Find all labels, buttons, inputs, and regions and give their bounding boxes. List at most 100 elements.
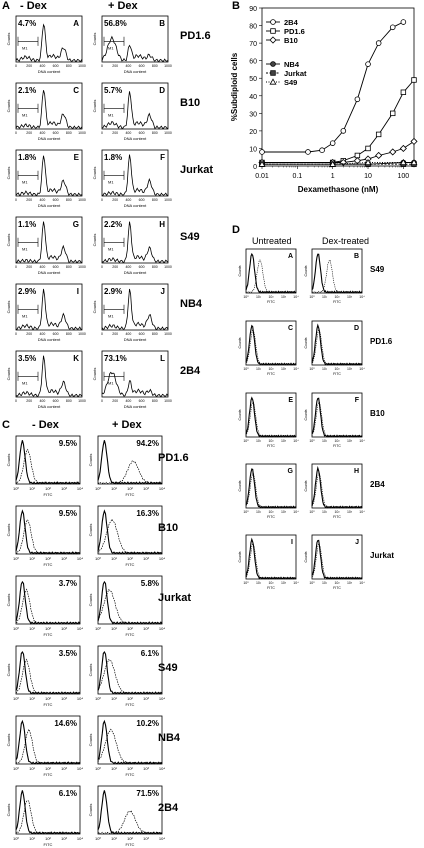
- y-axis-label: Counts: [88, 734, 93, 747]
- y-axis-label: Counts: [88, 804, 93, 817]
- y-axis-label: Counts: [6, 524, 11, 537]
- x-tick-label: 10²: [127, 766, 133, 771]
- annexin-trace: [15, 588, 81, 625]
- subdiploid-percent: 3.5%: [18, 354, 36, 363]
- x-tick-label: 10⁰: [95, 486, 101, 491]
- annexin-trace: [15, 658, 81, 695]
- y-axis-label: Counts: [304, 480, 308, 491]
- x-tick-label: 10⁰: [13, 556, 19, 561]
- fitc-histogram: 14.6% Counts 10⁰ 10¹ 10² 10³ 10⁴ FITC: [6, 715, 83, 777]
- cell-line-label: 2B4: [158, 802, 179, 814]
- panel-d-header-untreated: Untreated: [252, 236, 292, 246]
- annexin-percent: 6.1%: [59, 789, 77, 798]
- plot-frame: [101, 149, 169, 197]
- x-axis-label: FITC: [126, 632, 135, 637]
- x-axis-label: DNA content: [124, 270, 147, 275]
- annexin-percent: 10.2%: [136, 719, 159, 728]
- annexin-trace: [97, 728, 163, 765]
- x-tick-label: 10¹: [322, 439, 328, 443]
- subdiploid-percent: 2.2%: [104, 220, 122, 229]
- x-tick-label: 10⁴: [77, 626, 83, 631]
- x-tick-label: 200: [112, 131, 118, 135]
- x-tick-label: 10²: [268, 581, 274, 585]
- x-axis-label: FITC: [267, 586, 275, 590]
- x-tick-label: 10⁰: [309, 367, 315, 371]
- control-trace: [97, 790, 163, 835]
- fitc-histogram: B Counts 10⁰ 10¹ 10² 10³ 10⁴ FITC: [304, 248, 365, 304]
- x-tick-label: 400: [39, 265, 45, 269]
- y-axis-label: Counts: [6, 33, 11, 46]
- m1-marker-label: M1: [108, 381, 114, 386]
- x-tick-label: 600: [53, 64, 59, 68]
- plot-frame: [101, 283, 169, 331]
- annexin-percent: 3.7%: [59, 579, 77, 588]
- subpanel-letter: G: [288, 468, 294, 475]
- plot-frame: [101, 216, 169, 264]
- x-tick-label: 400: [125, 64, 131, 68]
- x-axis-label: DNA content: [124, 404, 147, 409]
- isotype-trace: [311, 397, 363, 438]
- x-tick-label: 10²: [268, 510, 274, 514]
- x-tick-label: 600: [53, 131, 59, 135]
- dna-histogram: M1 2.9% I Counts 0 200 400 600 800 1000 DNA conten…: [6, 283, 86, 342]
- x-tick-label: 10³: [61, 836, 67, 841]
- x-axis-label: DNA content: [124, 136, 147, 141]
- x-tick-label: 600: [53, 332, 59, 336]
- x-tick-label: 10⁴: [359, 581, 365, 585]
- x-tick-label: 0: [101, 332, 103, 336]
- control-trace: [97, 580, 163, 625]
- fitc-histogram: 6.1% Counts 10⁰ 10¹ 10² 10³ 10⁴ FITC: [88, 645, 165, 707]
- cell-line-label: S49: [370, 265, 385, 274]
- x-axis-label: FITC: [333, 515, 341, 519]
- x-tick-label: 10¹: [322, 510, 328, 514]
- x-tick-label: 1000: [78, 64, 86, 68]
- y-tick-label: 10: [249, 146, 257, 153]
- plot-frame: [101, 15, 169, 63]
- data-point: [365, 61, 371, 67]
- histogram-trace: [15, 23, 83, 63]
- x-tick-label: 10²: [45, 836, 51, 841]
- y-axis-label: Counts: [6, 664, 11, 677]
- gr-stain-trace: [311, 472, 363, 509]
- data-point: [399, 144, 407, 153]
- control-trace: [15, 509, 81, 555]
- control-trace: [15, 790, 81, 835]
- cell-line-label: Jurkat: [158, 592, 192, 604]
- x-tick-label: 1000: [164, 64, 172, 68]
- x-tick-label: 10⁰: [13, 626, 19, 631]
- plot-frame: [15, 350, 83, 398]
- y-axis-label: Counts: [6, 167, 11, 180]
- x-tick-label: 10⁰: [13, 486, 19, 491]
- x-axis-label: FITC: [44, 842, 53, 847]
- x-tick-label: 10²: [268, 295, 274, 299]
- x-tick-label: 10¹: [111, 696, 117, 701]
- y-axis-label: Counts: [238, 337, 242, 348]
- x-tick-label: 10¹: [111, 626, 117, 631]
- subdiploid-percent: 4.7%: [18, 19, 36, 28]
- subpanel-letter: L: [160, 354, 165, 363]
- panel-d-label: D: [232, 224, 240, 236]
- y-axis-label: %Subdiploid cells: [230, 52, 239, 121]
- gr-stain-trace: [311, 401, 363, 438]
- dna-histogram: M1 2.9% J Counts 0 200 400 600 800 1000 DNA conten…: [92, 283, 172, 342]
- cell-line-label: S49: [180, 231, 200, 243]
- histogram-trace: [101, 35, 169, 62]
- x-tick-label: 10³: [61, 766, 67, 771]
- cell-line-label: Jurkat: [370, 551, 395, 560]
- m1-marker-label: M1: [108, 180, 114, 185]
- histogram-trace: [101, 221, 169, 263]
- gr-stain-trace: [311, 259, 363, 294]
- x-tick-label: 10⁰: [243, 581, 249, 585]
- subdiploid-percent: 5.7%: [104, 86, 122, 95]
- gr-stain-trace: [245, 328, 297, 366]
- x-tick-label: 10: [364, 173, 372, 180]
- x-tick-label: 10¹: [111, 836, 117, 841]
- cell-line-label: S49: [158, 662, 178, 674]
- x-axis-label: FITC: [126, 492, 135, 497]
- x-tick-label: 400: [125, 399, 131, 403]
- x-axis-label: DNA content: [38, 404, 61, 409]
- legend-entry: Jurkat: [284, 69, 307, 78]
- gr-stain-trace: [245, 472, 297, 509]
- x-tick-label: 800: [152, 265, 158, 269]
- dna-histogram: M1 3.5% K Counts 0 200 400 600 800 1000 DNA conten…: [6, 350, 86, 409]
